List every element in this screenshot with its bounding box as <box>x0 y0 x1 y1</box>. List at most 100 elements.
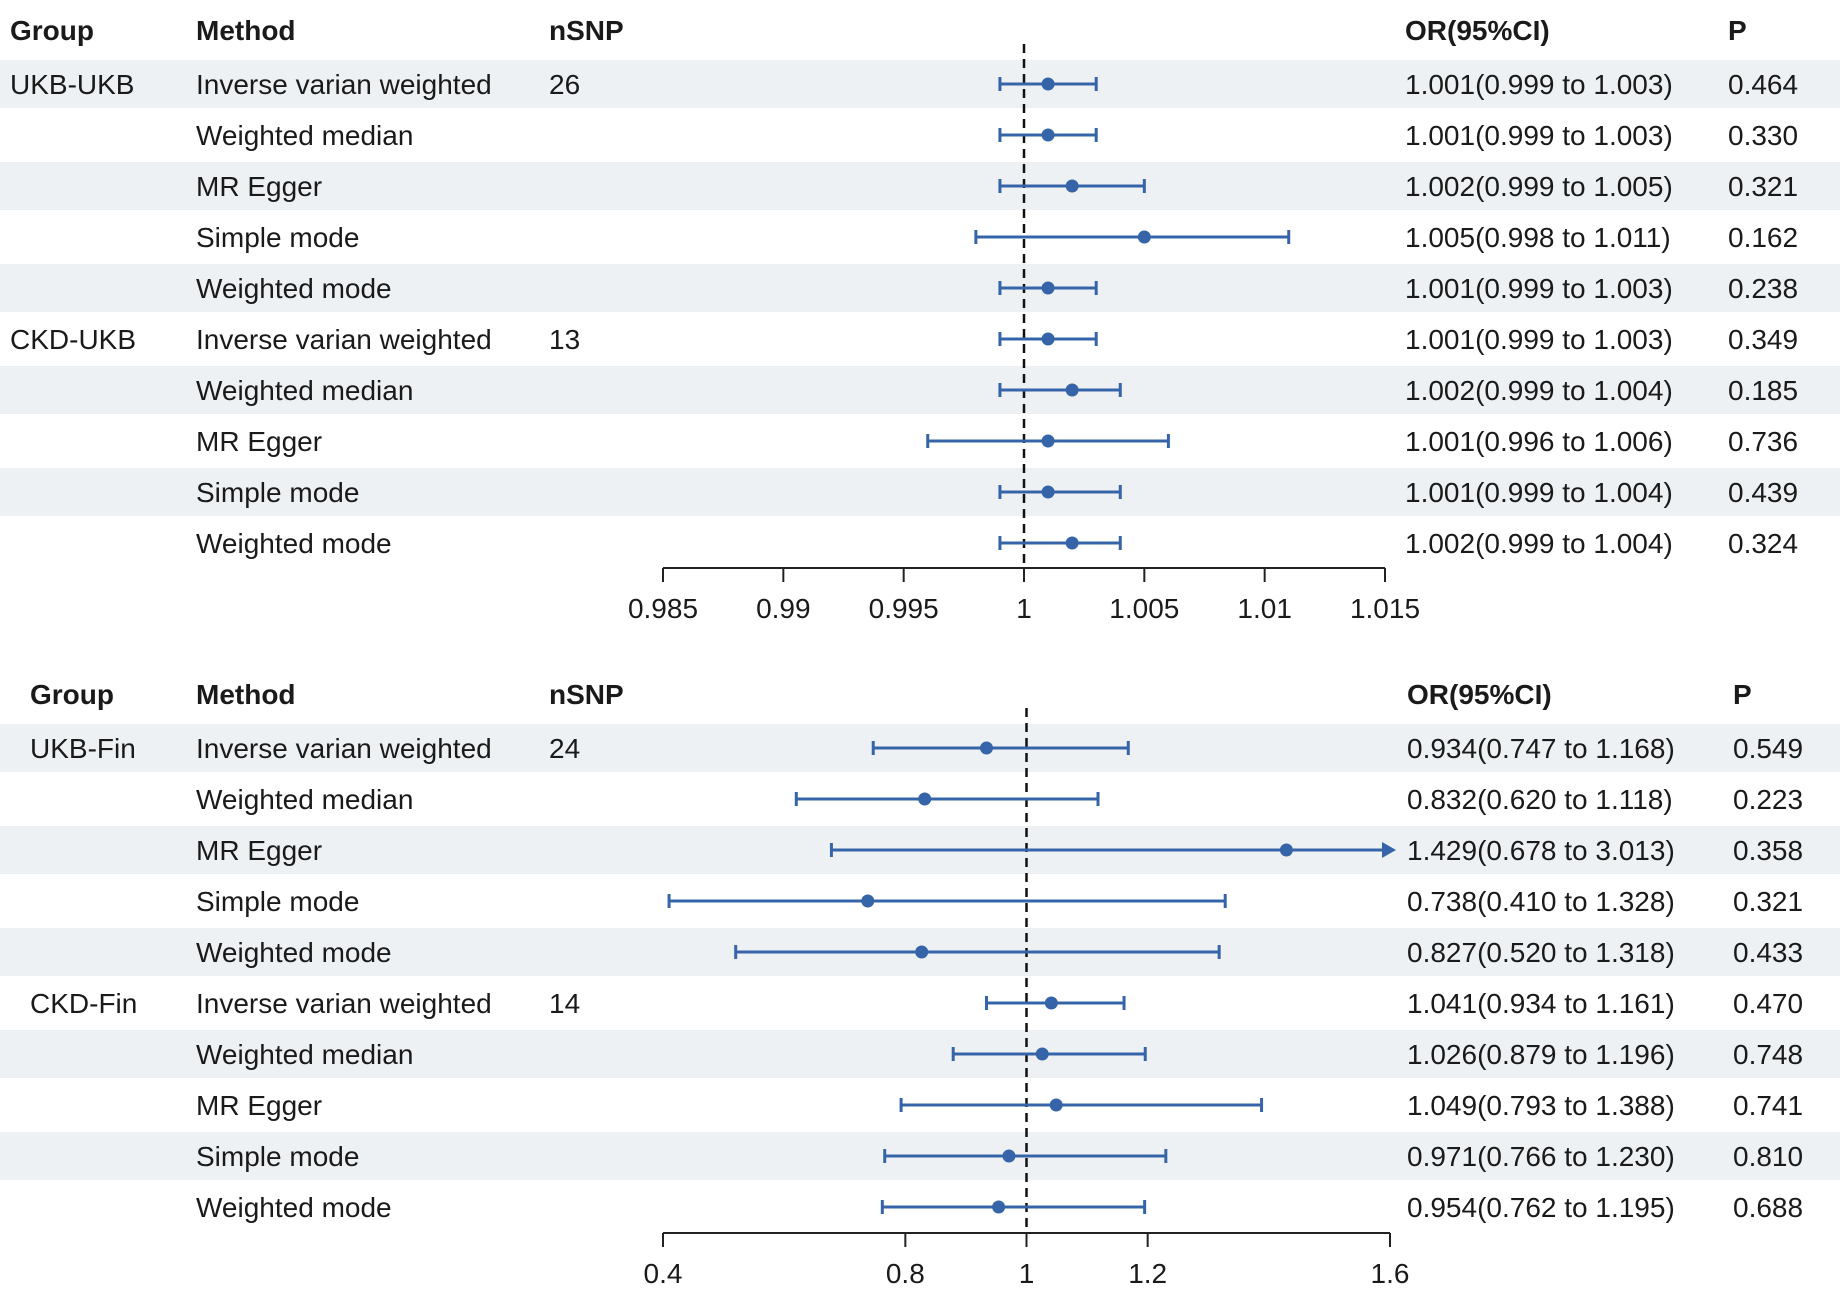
x-tick-label: 0.4 <box>644 1258 683 1289</box>
x-tick-label: 1.005 <box>1109 593 1179 624</box>
point-estimate <box>1035 1047 1049 1061</box>
method-label: MR Egger <box>196 835 322 866</box>
header-nsnp: nSNP <box>549 15 624 46</box>
p-value: 0.162 <box>1728 222 1798 253</box>
method-label: Simple mode <box>196 222 359 253</box>
point-estimate <box>1049 1098 1063 1112</box>
or-ci-value: 1.429(0.678 to 3.013) <box>1407 835 1675 866</box>
nsnp-value: 26 <box>549 69 580 100</box>
or-ci-value: 1.002(0.999 to 1.004) <box>1405 375 1673 406</box>
or-ci-value: 1.005(0.998 to 1.011) <box>1405 222 1671 253</box>
header-p-value: P <box>1733 679 1752 710</box>
nsnp-value: 24 <box>549 733 580 764</box>
method-label: MR Egger <box>196 171 322 202</box>
point-estimate <box>1041 485 1055 499</box>
point-estimate <box>1065 179 1079 193</box>
p-value: 0.238 <box>1728 273 1798 304</box>
p-value: 0.321 <box>1733 886 1803 917</box>
or-ci-value: 0.934(0.747 to 1.168) <box>1407 733 1675 764</box>
method-label: Weighted mode <box>196 273 392 304</box>
p-value: 0.330 <box>1728 120 1798 151</box>
point-estimate <box>861 894 875 908</box>
or-ci-value: 0.971(0.766 to 1.230) <box>1407 1141 1675 1172</box>
method-label: Weighted mode <box>196 528 392 559</box>
x-tick-label: 1 <box>1016 593 1032 624</box>
row-stripe <box>0 264 1840 312</box>
or-ci-value: 1.002(0.999 to 1.004) <box>1405 528 1673 559</box>
or-ci-value: 1.002(0.999 to 1.005) <box>1405 171 1673 202</box>
group-label: CKD-UKB <box>10 324 136 355</box>
header-p-value: P <box>1728 15 1747 46</box>
p-value: 0.185 <box>1728 375 1798 406</box>
p-value: 0.549 <box>1733 733 1803 764</box>
x-tick-label: 1.2 <box>1128 1258 1167 1289</box>
point-estimate <box>1041 434 1055 448</box>
point-estimate <box>980 741 994 755</box>
x-tick-label: 0.8 <box>886 1258 925 1289</box>
x-tick-label: 0.995 <box>869 593 939 624</box>
p-value: 0.464 <box>1728 69 1798 100</box>
p-value: 0.748 <box>1733 1039 1803 1070</box>
method-label: Inverse varian weighted <box>196 69 492 100</box>
p-value: 0.349 <box>1728 324 1798 355</box>
p-value: 0.324 <box>1728 528 1798 559</box>
or-ci-value: 1.001(0.996 to 1.006) <box>1405 426 1673 457</box>
group-label: UKB-UKB <box>10 69 134 100</box>
method-label: Inverse varian weighted <box>196 733 492 764</box>
or-ci-value: 1.001(0.999 to 1.003) <box>1405 273 1673 304</box>
group-label: UKB-Fin <box>30 733 136 764</box>
or-ci-value: 0.954(0.762 to 1.195) <box>1407 1192 1675 1223</box>
point-estimate <box>1041 128 1055 142</box>
p-value: 0.439 <box>1728 477 1798 508</box>
header-method: Method <box>196 679 296 710</box>
row-stripe <box>0 60 1840 108</box>
point-estimate <box>915 945 929 959</box>
method-label: MR Egger <box>196 426 322 457</box>
method-label: Inverse varian weighted <box>196 324 492 355</box>
point-estimate <box>1065 536 1079 550</box>
point-estimate <box>1041 332 1055 346</box>
method-label: Weighted median <box>196 120 413 151</box>
or-ci-value: 1.041(0.934 to 1.161) <box>1407 988 1675 1019</box>
p-value: 0.321 <box>1728 171 1798 202</box>
or-ci-value: 0.832(0.620 to 1.118) <box>1407 784 1673 815</box>
or-ci-value: 1.001(0.999 to 1.004) <box>1405 477 1673 508</box>
point-estimate <box>1002 1149 1016 1163</box>
x-tick-label: 1.015 <box>1350 593 1420 624</box>
point-estimate <box>1041 77 1055 91</box>
or-ci-value: 1.001(0.999 to 1.003) <box>1405 120 1673 151</box>
header-group: Group <box>10 15 94 46</box>
method-label: Weighted median <box>196 1039 413 1070</box>
x-tick-label: 1 <box>1019 1258 1035 1289</box>
method-label: MR Egger <box>196 1090 322 1121</box>
header-or-ci: OR(95%CI) <box>1405 15 1550 46</box>
p-value: 0.358 <box>1733 835 1803 866</box>
group-label: CKD-Fin <box>30 988 137 1019</box>
p-value: 0.741 <box>1733 1090 1803 1121</box>
p-value: 0.223 <box>1733 784 1803 815</box>
ci-arrow-right <box>1382 842 1396 858</box>
or-ci-value: 1.026(0.879 to 1.196) <box>1407 1039 1675 1070</box>
point-estimate <box>992 1200 1006 1214</box>
row-stripe <box>0 162 1840 210</box>
header-nsnp: nSNP <box>549 679 624 710</box>
method-label: Simple mode <box>196 1141 359 1172</box>
p-value: 0.470 <box>1733 988 1803 1019</box>
point-estimate <box>1279 843 1293 857</box>
header-method: Method <box>196 15 296 46</box>
nsnp-value: 13 <box>549 324 580 355</box>
p-value: 0.810 <box>1733 1141 1803 1172</box>
p-value: 0.433 <box>1733 937 1803 968</box>
method-label: Inverse varian weighted <box>196 988 492 1019</box>
row-stripe <box>0 1030 1840 1078</box>
method-label: Weighted median <box>196 784 413 815</box>
method-label: Weighted median <box>196 375 413 406</box>
method-label: Simple mode <box>196 477 359 508</box>
method-label: Weighted mode <box>196 1192 392 1223</box>
or-ci-value: 0.738(0.410 to 1.328) <box>1407 886 1675 917</box>
nsnp-value: 14 <box>549 988 580 1019</box>
header-group: Group <box>30 679 114 710</box>
method-label: Weighted mode <box>196 937 392 968</box>
p-value: 0.688 <box>1733 1192 1803 1223</box>
or-ci-value: 1.049(0.793 to 1.388) <box>1407 1090 1675 1121</box>
